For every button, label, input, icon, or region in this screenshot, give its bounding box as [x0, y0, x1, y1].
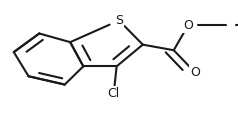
Text: O: O	[183, 19, 193, 32]
Text: Cl: Cl	[108, 87, 120, 100]
Text: O: O	[190, 66, 200, 79]
Text: S: S	[115, 14, 123, 27]
